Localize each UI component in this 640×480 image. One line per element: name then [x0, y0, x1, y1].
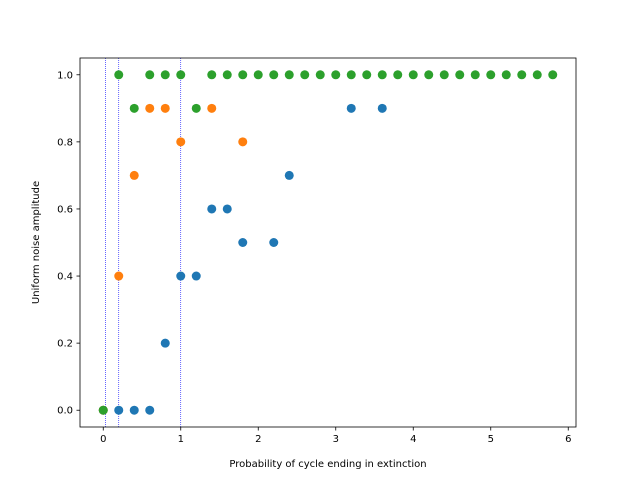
- y-tick-label: 1.0: [57, 70, 73, 81]
- x-axis-label: Probability of cycle ending in extinctio…: [229, 459, 426, 470]
- data-point: [114, 405, 124, 415]
- y-tick-label: 0.2: [57, 339, 73, 350]
- data-point: [129, 103, 139, 113]
- data-point: [315, 70, 325, 80]
- x-tick-label: 1: [178, 434, 184, 445]
- data-point: [393, 70, 403, 80]
- data-point: [455, 70, 465, 80]
- data-point: [517, 70, 527, 80]
- data-point: [207, 103, 217, 113]
- plot-area-frame: [79, 57, 577, 428]
- data-point: [160, 103, 170, 113]
- data-point: [300, 70, 310, 80]
- x-tick-label: 5: [488, 434, 494, 445]
- data-point: [470, 70, 480, 80]
- data-point: [207, 204, 217, 214]
- data-point: [284, 170, 294, 180]
- data-point: [331, 70, 341, 80]
- x-tick-label: 2: [255, 434, 261, 445]
- data-point: [176, 137, 186, 147]
- reference-lines: [105, 58, 182, 427]
- y-axis-ticks: 0.0 0.2 0.4 0.6 0.8 1.0: [57, 70, 80, 417]
- data-point: [284, 70, 294, 80]
- data-point: [129, 405, 139, 415]
- x-tick-label: 4: [410, 434, 416, 445]
- data-points: [98, 70, 558, 415]
- y-axis-label: Uniform noise amplitude: [31, 181, 42, 304]
- data-point: [253, 70, 263, 80]
- data-point: [269, 70, 279, 80]
- x-tick-label: 3: [333, 434, 339, 445]
- y-tick-label: 0.8: [57, 137, 73, 148]
- data-point: [222, 70, 232, 80]
- data-point: [269, 238, 279, 247]
- data-point: [532, 70, 542, 80]
- data-point: [176, 70, 186, 80]
- x-tick-label: 0: [100, 434, 106, 445]
- data-point: [160, 70, 170, 80]
- data-point: [501, 70, 511, 80]
- data-point: [98, 405, 108, 415]
- y-tick-label: 0.6: [57, 204, 73, 215]
- data-point: [346, 103, 356, 113]
- data-point: [129, 170, 139, 180]
- data-point: [176, 271, 186, 281]
- data-point: [346, 70, 356, 80]
- data-point: [362, 70, 372, 80]
- data-point: [548, 70, 558, 80]
- data-point: [145, 103, 155, 113]
- data-point: [114, 271, 124, 281]
- x-axis-ticks: 0 1 2 3 4 5 6: [100, 427, 571, 445]
- data-point: [191, 103, 201, 113]
- data-point: [191, 271, 201, 281]
- data-point: [160, 338, 170, 348]
- data-point: [439, 70, 449, 80]
- y-tick-label: 0.0: [57, 406, 73, 417]
- data-point: [377, 70, 387, 80]
- y-tick-label: 0.4: [57, 272, 73, 283]
- data-point: [408, 70, 418, 80]
- data-point: [238, 137, 248, 147]
- data-point: [238, 70, 248, 80]
- data-point: [238, 238, 248, 247]
- data-point: [486, 70, 496, 80]
- data-point: [222, 204, 232, 214]
- data-point: [207, 70, 217, 80]
- data-point: [114, 70, 124, 80]
- x-tick-label: 6: [565, 434, 571, 445]
- data-point: [145, 70, 155, 80]
- data-point: [145, 405, 155, 415]
- data-point: [424, 70, 434, 80]
- data-point: [377, 103, 387, 113]
